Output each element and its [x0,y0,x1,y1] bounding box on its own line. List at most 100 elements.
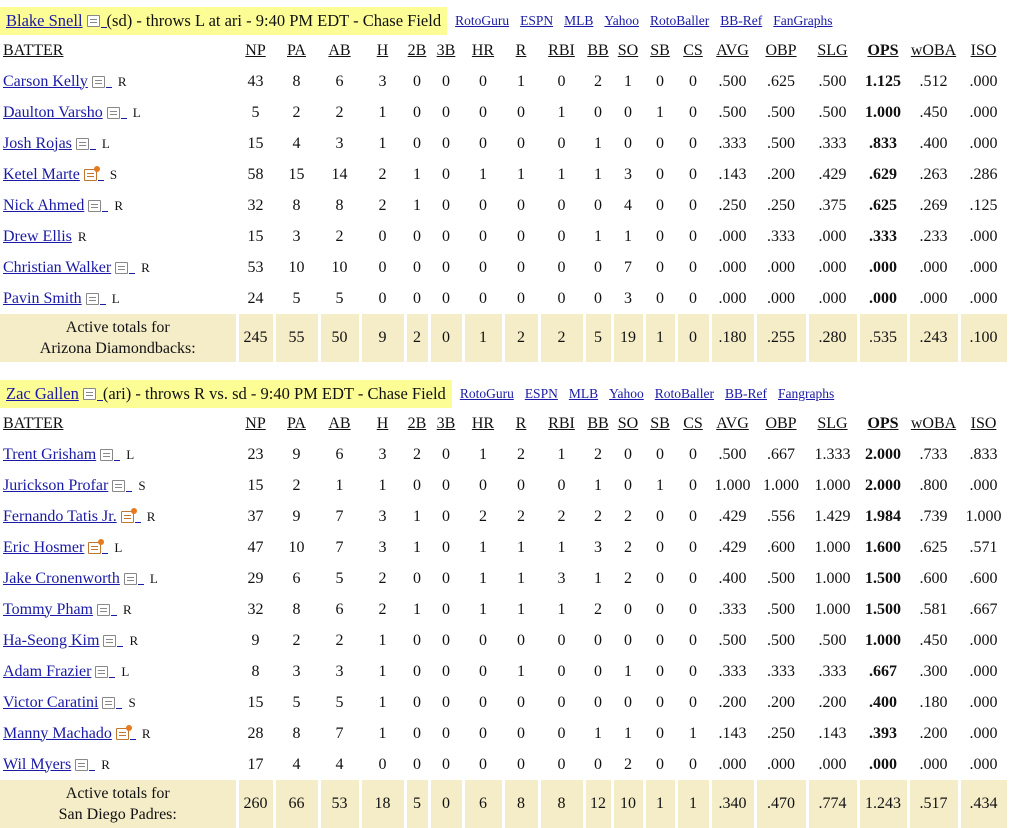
column-header-ab[interactable]: AB [328,41,351,59]
column-header-h[interactable]: H [376,414,389,432]
column-header-woba[interactable]: wOBA [910,41,957,59]
stat-3b: 0 [442,755,450,773]
link-mlb[interactable]: MLB [564,13,594,28]
column-header-2b[interactable]: 2B [407,414,427,432]
link-fangraphs[interactable]: FanGraphs [773,13,833,28]
column-header-slg[interactable]: SLG [817,414,848,432]
batter-cell: Nick Ahmed R [0,190,237,221]
batter-hand: L [114,539,123,555]
note-icon[interactable] [123,572,137,585]
link-rotoballer[interactable]: RotoBaller [654,386,714,401]
link-espn[interactable]: ESPN [520,13,554,28]
note-icon[interactable] [102,696,116,709]
batter-name-link[interactable]: Christian Walker [3,258,112,276]
link-yahoo[interactable]: Yahoo [609,386,644,401]
column-header-2b[interactable]: 2B [407,41,427,59]
link-rotoguru[interactable]: RotoGuru [455,13,510,28]
stat-ab: 3 [335,134,344,152]
column-header-bb[interactable]: BB [587,414,609,432]
batter-name-link[interactable]: Ha-Seong Kim [3,631,100,649]
column-header-so[interactable]: SO [617,414,639,432]
note-icon[interactable] [75,137,89,150]
note-icon[interactable] [106,106,120,119]
link-mlb[interactable]: MLB [568,386,599,401]
batter-name-link[interactable]: Eric Hosmer [3,538,85,556]
column-header-obp[interactable]: OBP [765,41,797,59]
column-header-sb[interactable]: SB [650,414,670,432]
column-header-h[interactable]: H [376,41,389,59]
batter-name-link[interactable]: Manny Machado [3,724,112,742]
note-icon[interactable] [75,758,89,771]
pitcher-name-link[interactable]: Zac Gallen [6,384,79,403]
column-header-avg[interactable]: AVG [716,414,749,432]
column-header-batter[interactable]: BATTER [3,414,64,432]
column-header-woba[interactable]: wOBA [910,414,957,432]
column-header-obp[interactable]: OBP [765,414,797,432]
note-icon[interactable] [112,479,126,492]
column-header-np[interactable]: NP [245,41,266,59]
hot-note-icon[interactable] [83,165,100,181]
column-header-ops[interactable]: OPS [867,41,899,59]
column-header-slg[interactable]: SLG [817,41,848,59]
batter-name-link[interactable]: Josh Rojas [3,134,72,152]
batter-name-link[interactable]: Trent Grisham [3,445,97,463]
batter-name-link[interactable]: Fernando Tatis Jr. [3,507,117,525]
batter-name-link[interactable]: Drew Ellis [3,227,72,245]
column-header-pa[interactable]: PA [287,414,306,432]
column-header-iso[interactable]: ISO [970,41,997,59]
column-header-3b[interactable]: 3B [436,41,456,59]
batter-name-link[interactable]: Wil Myers [3,755,72,773]
note-icon[interactable] [95,665,109,678]
column-header-iso[interactable]: ISO [970,414,997,432]
batter-name-link[interactable]: Carson Kelly [3,72,88,90]
column-header-ab[interactable]: AB [328,414,351,432]
link-yahoo[interactable]: Yahoo [604,13,639,28]
note-icon[interactable] [82,388,96,400]
column-header-hr[interactable]: HR [471,41,495,59]
link-bb-ref[interactable]: BB-Ref [720,13,763,28]
column-header-bb[interactable]: BB [587,41,609,59]
note-icon[interactable] [115,261,129,274]
column-header-batter[interactable]: BATTER [3,41,64,59]
batter-name-link[interactable]: Jake Cronenworth [3,569,120,587]
batter-name-link[interactable]: Jurickson Profar [3,476,109,494]
hot-note-icon[interactable] [115,724,132,740]
pitcher-name-link[interactable]: Blake Snell [6,11,83,30]
column-header-3b[interactable]: 3B [436,414,456,432]
column-header-cs[interactable]: CS [683,41,703,59]
link-fangraphs[interactable]: Fangraphs [777,386,835,401]
totals-label-line1: Active totals for [65,785,170,802]
column-header-r[interactable]: R [515,414,527,432]
column-header-rbi[interactable]: RBI [548,41,575,59]
note-icon[interactable] [103,634,117,647]
note-icon[interactable] [100,448,114,461]
link-espn[interactable]: ESPN [524,386,558,401]
batter-name-link[interactable]: Ketel Marte [3,165,80,183]
column-header-np[interactable]: NP [245,414,266,432]
batter-name-link[interactable]: Adam Frazier [3,662,92,680]
column-header-pa[interactable]: PA [287,41,306,59]
note-icon[interactable] [97,603,110,616]
column-header-sb[interactable]: SB [650,41,670,59]
note-icon[interactable] [86,15,100,27]
batter-name-link[interactable]: Daulton Varsho [3,103,103,121]
column-header-r[interactable]: R [515,41,527,59]
column-header-ops[interactable]: OPS [867,414,899,432]
note-icon[interactable] [85,292,99,305]
batter-name-link[interactable]: Nick Ahmed [3,196,85,214]
hot-note-icon[interactable] [88,538,105,554]
link-rotoballer[interactable]: RotoBaller [650,13,710,28]
link-rotoguru[interactable]: RotoGuru [459,386,514,401]
note-icon[interactable] [91,75,105,88]
hot-note-icon[interactable] [120,507,137,523]
column-header-rbi[interactable]: RBI [548,414,575,432]
column-header-avg[interactable]: AVG [716,41,749,59]
column-header-hr[interactable]: HR [471,414,495,432]
column-header-so[interactable]: SO [617,41,639,59]
batter-name-link[interactable]: Tommy Pham [3,600,93,618]
column-header-cs[interactable]: CS [683,414,703,432]
batter-name-link[interactable]: Victor Caratini [3,693,99,711]
batter-name-link[interactable]: Pavin Smith [3,289,82,307]
note-icon[interactable] [88,199,102,212]
link-bb-ref[interactable]: BB-Ref [724,386,767,401]
